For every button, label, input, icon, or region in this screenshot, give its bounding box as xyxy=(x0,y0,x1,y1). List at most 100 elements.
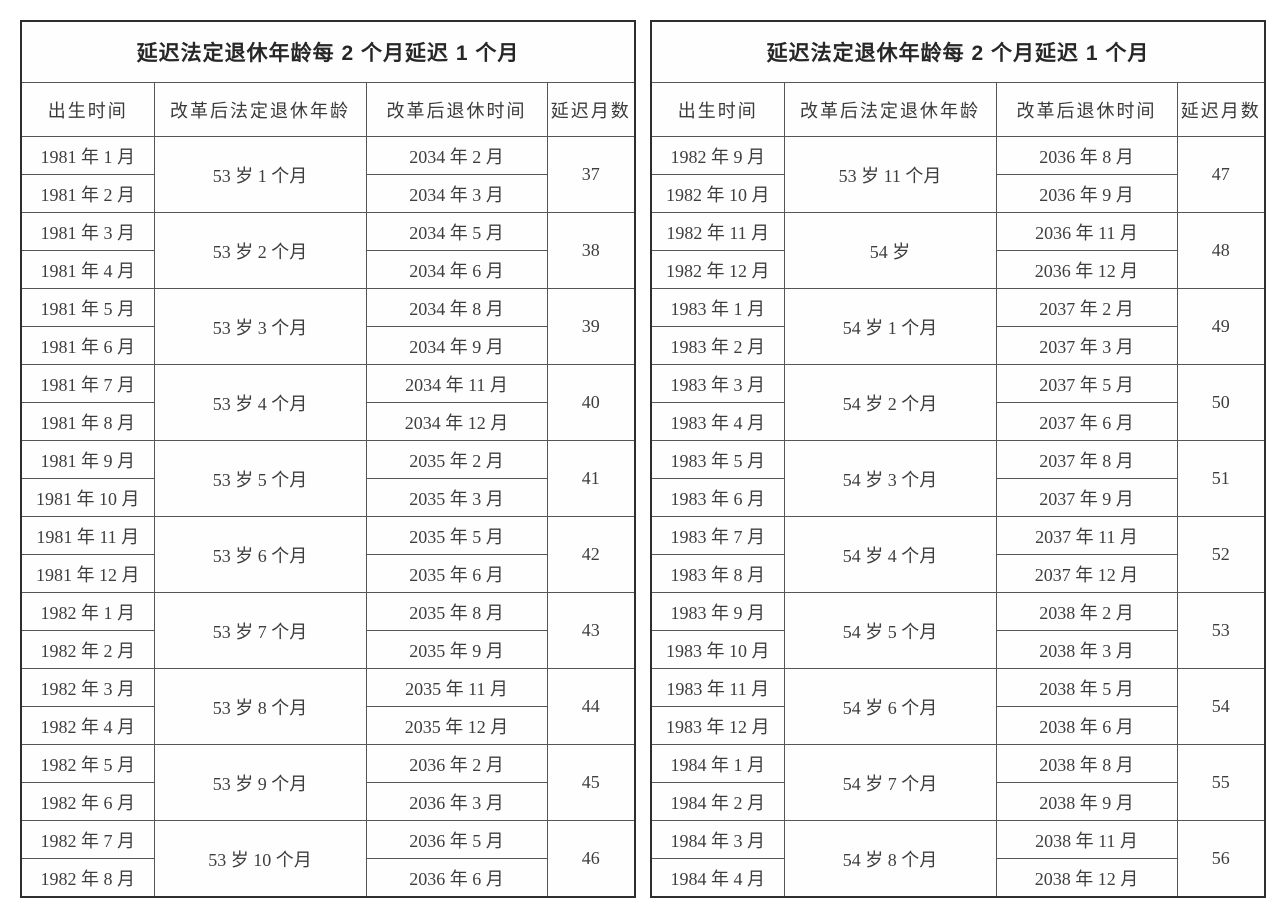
birth-month-cell: 1983 年 7 月 xyxy=(650,516,785,555)
retirement-date-cell: 2038 年 2 月 xyxy=(995,592,1178,631)
birth-month-cell: 1983 年 8 月 xyxy=(650,554,785,593)
delay-months-cell: 44 xyxy=(546,668,636,745)
retirement-date-cell: 2037 年 5 月 xyxy=(995,364,1178,403)
retirement-date-cell: 2034 年 8 月 xyxy=(365,288,548,327)
birth-month-cell: 1984 年 1 月 xyxy=(650,744,785,783)
birth-month-cell: 1982 年 10 月 xyxy=(650,174,785,213)
birth-month-cell: 1984 年 3 月 xyxy=(650,820,785,859)
retirement-age-cell: 54 岁 8 个月 xyxy=(783,820,997,898)
table-row: 1983 年 1 月 54 岁 1 个月 2037 年 2 月 49 xyxy=(650,288,1266,365)
column-header-row: 出生时间 改革后法定退休年龄 改革后退休时间 延迟月数 xyxy=(20,82,636,137)
birth-month-cell: 1981 年 3 月 xyxy=(20,212,155,251)
retirement-age-cell: 53 岁 6 个月 xyxy=(153,516,367,593)
birth-month-cell: 1982 年 3 月 xyxy=(20,668,155,707)
retirement-date-cell: 2034 年 5 月 xyxy=(365,212,548,251)
table-row: 1981 年 4 月 2034 年 6 月 xyxy=(20,250,635,289)
retirement-date-cell: 2037 年 11 月 xyxy=(995,516,1178,555)
delay-months-cell: 37 xyxy=(546,136,636,213)
delay-months-cell: 40 xyxy=(546,364,636,441)
retirement-date-cell: 2038 年 5 月 xyxy=(995,668,1178,707)
delay-months-cell: 55 xyxy=(1176,744,1266,821)
retirement-date-cell: 2036 年 5 月 xyxy=(365,820,548,859)
retirement-age-cell: 54 岁 2 个月 xyxy=(783,364,997,441)
birth-month-cell: 1982 年 4 月 xyxy=(20,706,155,745)
col-header-retirement-time: 改革后退休时间 xyxy=(995,82,1178,137)
retirement-date-cell: 2035 年 11 月 xyxy=(365,668,548,707)
birth-month-cell: 1982 年 5 月 xyxy=(20,744,155,783)
retirement-date-cell: 2038 年 11 月 xyxy=(995,820,1178,859)
birth-month-cell: 1983 年 5 月 xyxy=(650,440,785,479)
delay-months-cell: 47 xyxy=(1176,136,1266,213)
retirement-date-cell: 2038 年 8 月 xyxy=(995,744,1178,783)
delay-months-cell: 45 xyxy=(546,744,636,821)
retirement-age-cell: 53 岁 5 个月 xyxy=(153,440,367,517)
table-row: 1981 年 8 月 2034 年 12 月 xyxy=(20,402,635,441)
retirement-age-cell: 53 岁 7 个月 xyxy=(153,592,367,669)
retirement-date-cell: 2036 年 9 月 xyxy=(995,174,1178,213)
delay-months-cell: 52 xyxy=(1176,516,1266,593)
retirement-date-cell: 2037 年 9 月 xyxy=(995,478,1178,517)
table-body: 1982 年 9 月 53 岁 11 个月 2036 年 8 月 47 1982 年 1… xyxy=(650,136,1266,898)
table-title: 延迟法定退休年龄每 2 个月延迟 1 个月 xyxy=(650,20,1266,83)
birth-month-cell: 1982 年 12 月 xyxy=(650,250,785,289)
table-row: 1982 年 12 月 2036 年 12 月 xyxy=(650,250,1265,289)
table-title: 延迟法定退休年龄每 2 个月延迟 1 个月 xyxy=(20,20,636,83)
birth-month-cell: 1982 年 6 月 xyxy=(20,782,155,821)
birth-month-cell: 1982 年 1 月 xyxy=(20,592,155,631)
table-row: 1982 年 3 月 53 岁 8 个月 2035 年 11 月 44 xyxy=(20,668,636,745)
retirement-date-cell: 2034 年 6 月 xyxy=(365,250,548,289)
retirement-age-cell: 53 岁 11 个月 xyxy=(783,136,997,213)
col-header-delay-months: 延迟月数 xyxy=(1176,82,1266,137)
retirement-age-cell: 53 岁 4 个月 xyxy=(153,364,367,441)
table-row: 1982 年 1 月 53 岁 7 个月 2035 年 8 月 43 xyxy=(20,592,636,669)
birth-month-cell: 1983 年 6 月 xyxy=(650,478,785,517)
retirement-age-cell: 53 岁 9 个月 xyxy=(153,744,367,821)
birth-month-cell: 1981 年 1 月 xyxy=(20,136,155,175)
delay-months-cell: 50 xyxy=(1176,364,1266,441)
table-row: 1981 年 5 月 53 岁 3 个月 2034 年 8 月 39 xyxy=(20,288,636,365)
retirement-date-cell: 2037 年 8 月 xyxy=(995,440,1178,479)
table-row: 1983 年 7 月 54 岁 4 个月 2037 年 11 月 52 xyxy=(650,516,1266,593)
table-row: 1982 年 2 月 2035 年 9 月 xyxy=(20,630,635,669)
table-row: 1981 年 6 月 2034 年 9 月 xyxy=(20,326,635,365)
table-row: 1983 年 5 月 54 岁 3 个月 2037 年 8 月 51 xyxy=(650,440,1266,517)
birth-month-cell: 1981 年 9 月 xyxy=(20,440,155,479)
table-row: 1982 年 4 月 2035 年 12 月 xyxy=(20,706,635,745)
birth-month-cell: 1983 年 9 月 xyxy=(650,592,785,631)
retirement-date-cell: 2037 年 3 月 xyxy=(995,326,1178,365)
table-row: 1982 年 9 月 53 岁 11 个月 2036 年 8 月 47 xyxy=(650,136,1266,213)
birth-month-cell: 1982 年 11 月 xyxy=(650,212,785,251)
table-row: 1984 年 3 月 54 岁 8 个月 2038 年 11 月 56 xyxy=(650,820,1266,898)
table-row: 1981 年 3 月 53 岁 2 个月 2034 年 5 月 38 xyxy=(20,212,636,289)
retirement-date-cell: 2038 年 9 月 xyxy=(995,782,1178,821)
delay-months-cell: 46 xyxy=(546,820,636,898)
retirement-age-cell: 54 岁 xyxy=(783,212,997,289)
retirement-date-cell: 2036 年 2 月 xyxy=(365,744,548,783)
retirement-date-cell: 2035 年 6 月 xyxy=(365,554,548,593)
delay-months-cell: 41 xyxy=(546,440,636,517)
col-header-delay-months: 延迟月数 xyxy=(546,82,636,137)
retirement-date-cell: 2034 年 12 月 xyxy=(365,402,548,441)
retirement-age-cell: 54 岁 6 个月 xyxy=(783,668,997,745)
table-row: 1983 年 2 月 2037 年 3 月 xyxy=(650,326,1265,365)
col-header-birth-time: 出生时间 xyxy=(650,82,785,137)
birth-month-cell: 1983 年 10 月 xyxy=(650,630,785,669)
retirement-table-right: 延迟法定退休年龄每 2 个月延迟 1 个月 出生时间 改革后法定退休年龄 改革后… xyxy=(650,20,1267,898)
table-row: 1984 年 4 月 2038 年 12 月 xyxy=(650,858,1265,898)
col-header-retirement-time: 改革后退休时间 xyxy=(365,82,548,137)
table-row: 1981 年 7 月 53 岁 4 个月 2034 年 11 月 40 xyxy=(20,364,636,441)
retirement-age-cell: 53 岁 10 个月 xyxy=(153,820,367,898)
table-row: 1982 年 7 月 53 岁 10 个月 2036 年 5 月 46 xyxy=(20,820,636,898)
table-row: 1982 年 11 月 54 岁 2036 年 11 月 48 xyxy=(650,212,1266,289)
retirement-age-cell: 54 岁 7 个月 xyxy=(783,744,997,821)
birth-month-cell: 1981 年 11 月 xyxy=(20,516,155,555)
table-row: 1981 年 2 月 2034 年 3 月 xyxy=(20,174,635,213)
retirement-age-cell: 53 岁 3 个月 xyxy=(153,288,367,365)
birth-month-cell: 1981 年 4 月 xyxy=(20,250,155,289)
table-title-row: 延迟法定退休年龄每 2 个月延迟 1 个月 xyxy=(650,20,1266,83)
retirement-date-cell: 2037 年 12 月 xyxy=(995,554,1178,593)
retirement-date-cell: 2034 年 3 月 xyxy=(365,174,548,213)
retirement-date-cell: 2037 年 6 月 xyxy=(995,402,1178,441)
table-row: 1983 年 4 月 2037 年 6 月 xyxy=(650,402,1265,441)
birth-month-cell: 1984 年 2 月 xyxy=(650,782,785,821)
